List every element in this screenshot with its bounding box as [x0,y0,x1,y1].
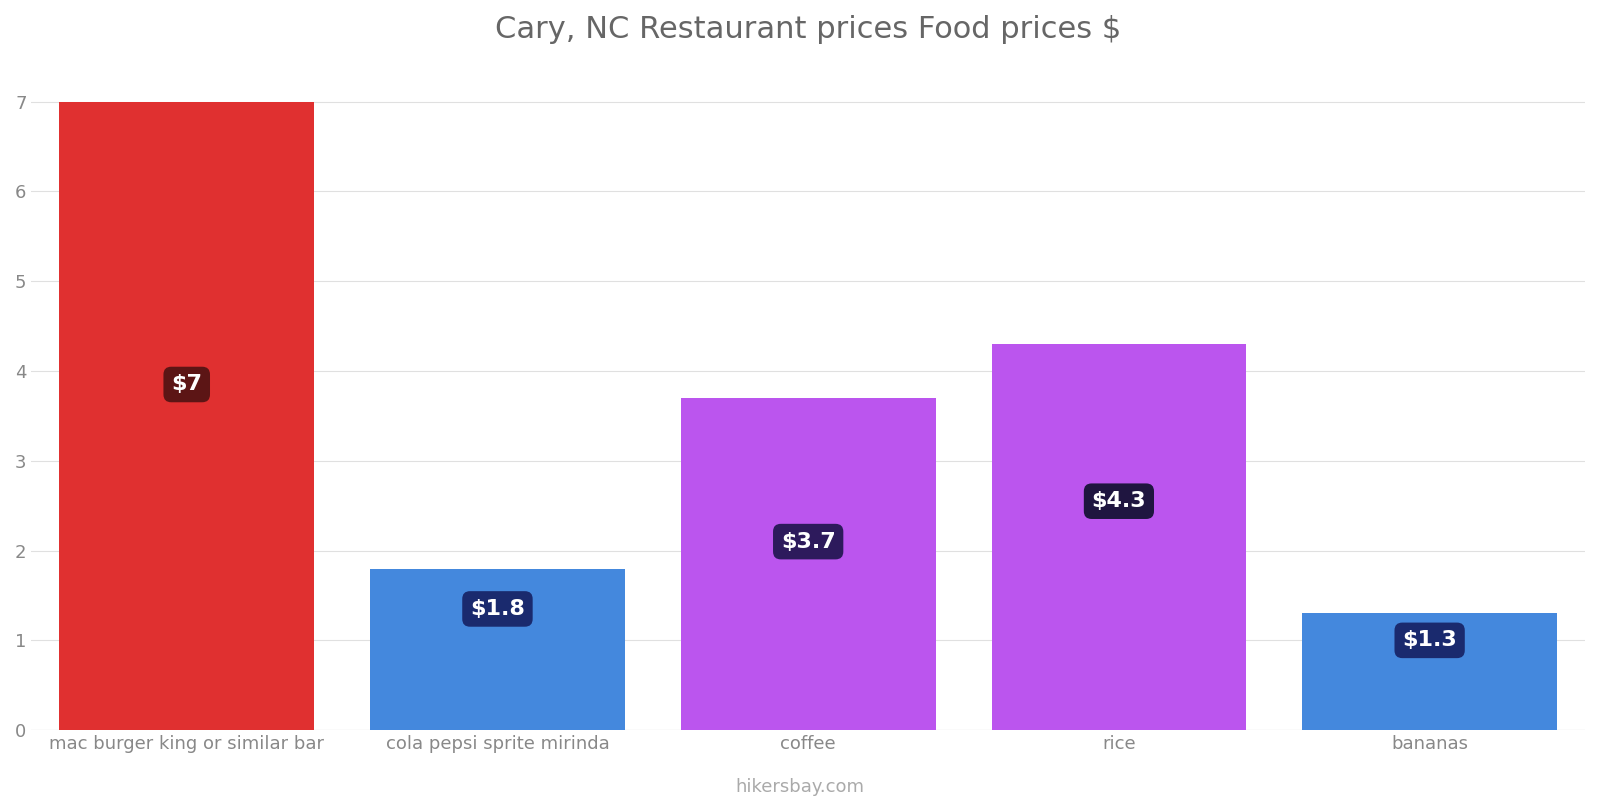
Bar [680,398,936,730]
Bar [59,102,314,730]
Text: $7: $7 [171,374,202,394]
Text: $1.8: $1.8 [470,599,525,619]
Bar [992,344,1246,730]
Bar [1302,614,1557,730]
Text: $4.3: $4.3 [1091,491,1146,511]
Text: $3.7: $3.7 [781,532,835,552]
Text: hikersbay.com: hikersbay.com [736,778,864,796]
Title: Cary, NC Restaurant prices Food prices $: Cary, NC Restaurant prices Food prices $ [494,15,1122,44]
Bar [370,569,626,730]
Text: $1.3: $1.3 [1402,630,1458,650]
